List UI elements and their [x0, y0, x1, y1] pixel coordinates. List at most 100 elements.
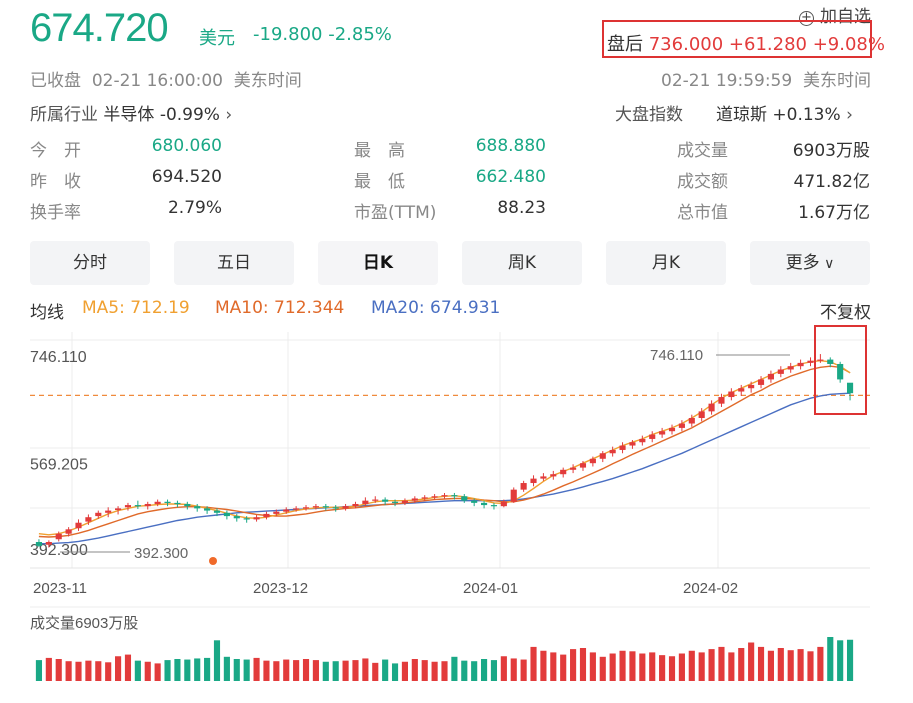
volume-bar — [35, 660, 43, 681]
industry-percent: -0.99% — [159, 105, 220, 125]
volume-bar — [659, 655, 666, 681]
tab-0[interactable]: 分时 — [30, 241, 150, 285]
volume-bar — [748, 642, 755, 681]
index-label: 大盘指数 — [615, 105, 683, 125]
index-link[interactable]: 道琼斯 +0.13% › — [716, 100, 853, 125]
candle-body — [599, 453, 606, 459]
candle-body — [342, 506, 349, 509]
volume-bar — [194, 658, 201, 681]
candle-body — [579, 463, 587, 468]
stat-label: 最 低 — [354, 172, 405, 192]
industry-link[interactable]: 所属行业 半导体 -0.99% › — [30, 100, 232, 125]
add-watchlist-button[interactable]: + 加自选 — [799, 2, 871, 27]
volume-bar — [480, 659, 488, 681]
stat-label: 换手率 — [30, 203, 81, 223]
candle-body — [302, 507, 310, 509]
tab-3[interactable]: 周K — [462, 241, 582, 285]
ma20-value: MA20: 674.931 — [371, 298, 501, 318]
after-time: 02-21 19:59:59 — [661, 71, 793, 91]
stat-value: 6903万股 — [792, 141, 870, 161]
candle-body — [846, 382, 854, 394]
candle-body — [35, 542, 43, 546]
candle-body — [718, 397, 725, 404]
ma-label: 均线 — [30, 303, 64, 323]
x-tick-label: 2024-01 — [463, 580, 518, 597]
volume-bar — [668, 656, 676, 681]
x-tick-label: 2024-02 — [683, 580, 738, 597]
after-hours-label: 盘后 — [607, 34, 643, 55]
volume-bar — [461, 660, 468, 681]
candle-body — [797, 362, 804, 367]
candle-body — [115, 508, 122, 511]
volume-bar — [372, 662, 379, 681]
candle-body — [827, 359, 834, 364]
volume-bar — [471, 661, 478, 681]
stat-value: 1.67万亿 — [798, 203, 870, 223]
volume-bar — [579, 648, 587, 681]
candle-body — [787, 366, 794, 370]
candle-body — [391, 501, 399, 503]
stat-value: 680.060 — [151, 136, 222, 156]
volume-bar — [144, 661, 151, 681]
tab-label: 月K — [651, 253, 681, 273]
volume-bar — [421, 660, 428, 681]
volume-bar — [352, 660, 359, 681]
candle-body — [767, 373, 774, 380]
tab-label: 五日 — [217, 253, 251, 273]
adjust-toggle[interactable]: 不复权 — [820, 303, 871, 323]
volume-bar — [817, 646, 824, 681]
candle-body — [451, 495, 458, 497]
candle-body — [204, 508, 211, 511]
candle-body — [124, 505, 132, 508]
candle-body — [520, 483, 527, 490]
volume-bar — [233, 659, 240, 681]
candle-body — [471, 500, 478, 503]
volume-bar — [312, 660, 319, 681]
volume-bar — [411, 659, 418, 681]
stat-label: 今 开 — [30, 141, 81, 161]
volume-bar — [757, 646, 765, 681]
volume-bar — [787, 650, 794, 681]
volume-bar — [362, 658, 369, 681]
volume-bar — [510, 658, 517, 681]
after-hours-price: 736.000 — [648, 34, 724, 55]
volume-bar — [589, 652, 596, 681]
y-tick-label: 569.205 — [30, 457, 88, 474]
volume-bar — [738, 648, 745, 681]
kline-chart[interactable]: 746.110 569.205 392.300 2023-11 2023-12 2024-… — [0, 320, 913, 703]
currency-label: 美元 — [199, 28, 235, 49]
candle-body — [312, 506, 319, 508]
volume-bar — [827, 637, 834, 681]
candle-body — [431, 496, 438, 498]
tab-5[interactable]: 更多 ∨ — [750, 241, 870, 285]
after-hours-highlight — [602, 20, 872, 58]
volume-bar — [382, 659, 389, 681]
candle-body — [698, 411, 705, 418]
candle-body — [639, 438, 646, 443]
price-change: -19.800 -2.85% — [253, 24, 392, 45]
volume-bar — [283, 659, 290, 681]
tab-4[interactable]: 月K — [606, 241, 726, 285]
candle-body — [223, 512, 230, 517]
market-status: 已收盘 02-21 16:00:00 美东时间 — [30, 66, 302, 91]
volume-bar — [293, 660, 300, 681]
index-name: 道琼斯 — [716, 105, 767, 125]
tab-2[interactable]: 日K — [318, 241, 438, 285]
volume-bar — [500, 656, 507, 681]
candle-body — [372, 499, 379, 501]
volume-bar — [609, 653, 616, 681]
candle-body — [421, 497, 428, 499]
volume-bar — [708, 649, 715, 681]
candle-body — [293, 508, 300, 510]
volume-label: 成交量6903万股 — [30, 614, 138, 632]
ma20-line — [38, 392, 851, 545]
stat-label: 最 高 — [354, 141, 405, 161]
volume-bar — [846, 639, 854, 681]
change-value: -19.800 — [253, 24, 323, 45]
after-hours-change: +61.280 — [728, 34, 807, 55]
y-tick-label: 746.110 — [30, 349, 87, 366]
industry-label: 所属行业 — [30, 105, 98, 125]
candle-body — [530, 478, 537, 484]
candle-body — [441, 495, 448, 497]
tab-1[interactable]: 五日 — [174, 241, 294, 285]
